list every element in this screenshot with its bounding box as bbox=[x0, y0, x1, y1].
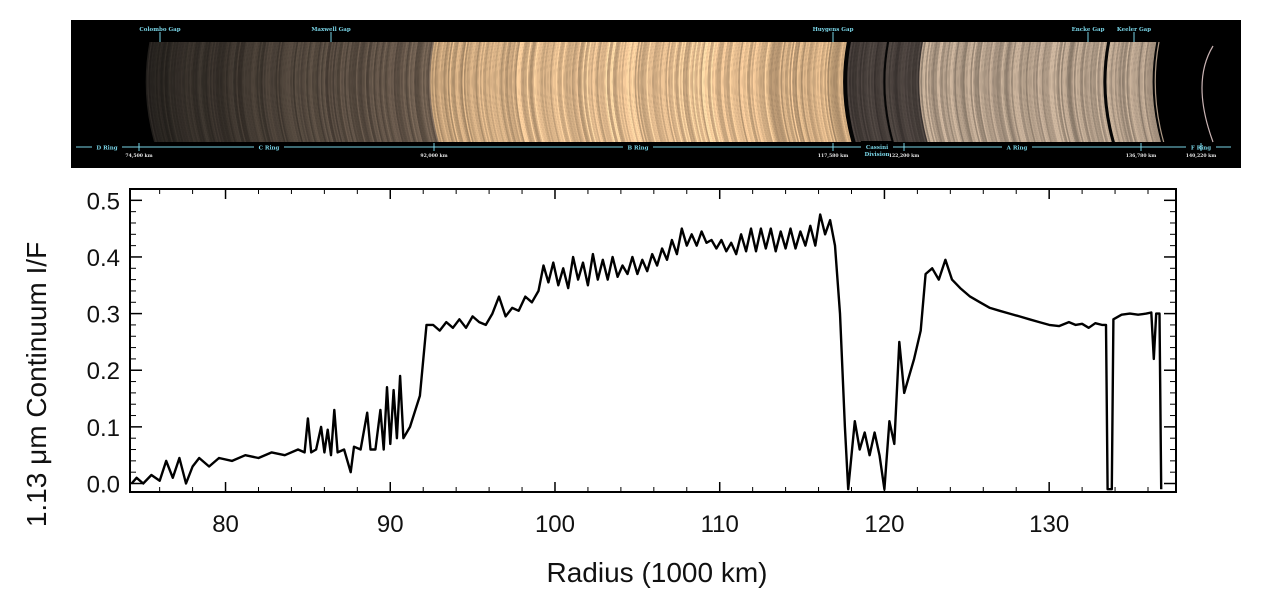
x-tick-label: 100 bbox=[535, 511, 575, 538]
ring-label: B Ring bbox=[627, 146, 648, 152]
f-ring-arc bbox=[1201, 45, 1214, 143]
gap-label: Huygens Gap bbox=[813, 27, 854, 33]
ring-label: D Ring bbox=[96, 146, 117, 152]
y-tick-label: 0.4 bbox=[87, 245, 120, 272]
x-tick-label: 110 bbox=[701, 511, 739, 538]
radius-mark-label: 92,000 km bbox=[420, 153, 447, 159]
x-tick-label: 80 bbox=[212, 511, 239, 538]
ring-bands bbox=[145, 42, 1165, 142]
x-tick-label: 120 bbox=[864, 511, 904, 538]
ring-label: C Ring bbox=[259, 146, 280, 152]
gap-label: Maxwell Gap bbox=[311, 27, 351, 33]
x-tick-label: 130 bbox=[1029, 511, 1069, 538]
x-axis-label: Radius (1000 km) bbox=[547, 557, 768, 588]
ring-label: Cassini Division bbox=[865, 145, 890, 158]
y-tick-label: 0.3 bbox=[87, 302, 120, 329]
series-line bbox=[130, 213, 1163, 491]
radius-mark-label: 74,500 km bbox=[125, 153, 152, 159]
gap-label: Colombo Gap bbox=[139, 27, 180, 33]
plot-frame bbox=[129, 188, 1177, 493]
saturn-rings-image: Colombo Gap Maxwell Gap Huygens Gap Encke G… bbox=[71, 20, 1241, 168]
radius-mark-label: 117,580 km bbox=[818, 153, 849, 159]
x-tick-label: 90 bbox=[377, 511, 404, 538]
radius-mark-label: 136,780 km bbox=[1126, 153, 1157, 159]
y-tick-label: 0.1 bbox=[87, 415, 120, 442]
y-axis-label: 1.13 μm Continuum I/F bbox=[21, 242, 52, 527]
gap-label: Keeler Gap bbox=[1117, 27, 1151, 33]
y-tick-label: 0.2 bbox=[87, 358, 120, 385]
gap-label: Encke Gap bbox=[1072, 27, 1105, 33]
y-tick-label: 0.0 bbox=[87, 472, 120, 499]
radius-mark-label: 122,200 km bbox=[889, 153, 920, 159]
y-tick-label: 0.5 bbox=[87, 188, 120, 215]
ring-label: A Ring bbox=[1006, 146, 1028, 152]
radius-mark-label: 140,220 km bbox=[1186, 153, 1217, 159]
